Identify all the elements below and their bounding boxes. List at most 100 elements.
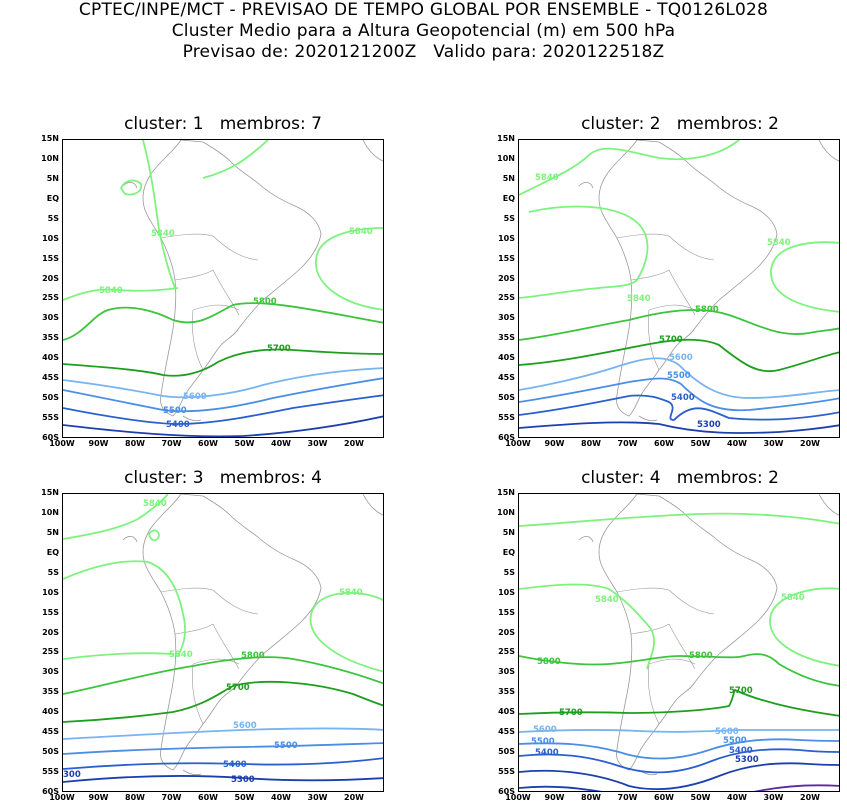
contour-5600 — [63, 727, 383, 740]
contour-5600 — [519, 357, 839, 399]
lat-tick-label: 20S — [498, 627, 515, 637]
contour-5600 — [63, 367, 383, 399]
lat-tick-label: 45S — [498, 727, 515, 737]
map-svg-3: 5840 5840 5840 5800 5700 5600 5500 5400 … — [63, 494, 383, 785]
map-panel-4: 5840 5840 5800 5800 5700 5700 5600 5600 … — [518, 493, 840, 792]
contour-label: 5600 — [533, 725, 557, 735]
lat-tick-label: 25S — [42, 293, 59, 303]
lat-tick-label: EQ — [46, 547, 59, 557]
lon-tick-label: 20W — [344, 793, 364, 802]
lat-tick-label: 55S — [42, 413, 59, 423]
contour-5800 — [519, 653, 839, 687]
contour-5400 — [63, 757, 383, 770]
contour-label: 5600 — [233, 721, 257, 731]
contour-label: 5800 — [241, 651, 265, 661]
coastline-1 — [122, 140, 383, 422]
lon-tick-label: 40W — [271, 439, 291, 448]
contour-label: 5700 — [659, 335, 683, 345]
contour-5840-north — [63, 494, 169, 540]
lon-tick-label: 100W — [49, 439, 75, 448]
contour-5700 — [63, 680, 383, 723]
lon-tick-label: 80W — [581, 793, 601, 802]
contour-5840-loop — [148, 529, 160, 542]
contour-5840-east — [315, 227, 383, 311]
contour-5700 — [63, 348, 383, 377]
lat-tick-label: 60S — [42, 433, 59, 442]
contour-label: 5400 — [223, 760, 247, 770]
contour-5840-east — [309, 591, 383, 673]
lon-tick-label: 80W — [125, 439, 145, 448]
contour-label: 5300 — [697, 420, 721, 430]
contour-label: 5500 — [667, 371, 691, 381]
contour-label: 5400 — [671, 393, 695, 403]
contour-label: 5400 — [729, 746, 753, 756]
contour-5840-loop — [119, 179, 143, 196]
country-border-path — [160, 233, 214, 239]
lon-tick-label: 30W — [307, 439, 328, 448]
contour-5840-north2 — [63, 560, 186, 657]
contour-5840-north — [202, 140, 269, 179]
lat-tick-label: 20S — [42, 627, 59, 637]
contour-label: 5500 — [274, 741, 298, 751]
lat-tick-label: 40S — [42, 353, 59, 363]
contour-5840-west — [519, 205, 649, 299]
contour-label: 5800 — [253, 297, 277, 307]
lat-tick-label: 10S — [498, 587, 515, 597]
lon-tick-label: 40W — [271, 793, 291, 802]
coastline-path — [122, 536, 138, 543]
lat-tick-label: 30S — [498, 667, 515, 677]
contour-label: 5840 — [535, 173, 559, 183]
lon-tick-label: 40W — [727, 439, 747, 448]
contour-5840-north — [519, 512, 839, 527]
lat-tick-label: 15N — [41, 134, 59, 143]
coastline-path — [638, 415, 658, 422]
lat-tick-label: 25S — [42, 647, 59, 657]
lat-tick-label: 35S — [42, 687, 59, 697]
contour-label: 5500 — [163, 406, 187, 416]
country-border-path — [212, 269, 240, 316]
contour-label: 5600 — [669, 353, 693, 363]
lon-tick-label: 20W — [800, 439, 820, 448]
country-border-path — [212, 235, 259, 261]
contour-5800 — [63, 656, 383, 695]
contour-5840-west — [63, 287, 179, 301]
lon-tick-label: 90W — [88, 793, 109, 802]
lat-tick-label: 5S — [47, 213, 59, 223]
lon-tick-label: 60W — [654, 793, 674, 802]
contour-label: 5500 — [531, 737, 555, 747]
coastline-path — [182, 415, 202, 422]
country-border-path — [668, 235, 715, 261]
contour-5840-north — [519, 140, 740, 196]
lon-tick-label: 70W — [161, 439, 182, 448]
coastline-path — [598, 494, 778, 771]
contour-5840-east — [769, 587, 839, 667]
lat-tick-label: 20S — [42, 273, 59, 283]
panel-title-1: cluster: 1 membros: 7 — [124, 114, 322, 134]
lat-tick-label: 55S — [498, 767, 515, 777]
contour-label: 5840 — [781, 593, 805, 603]
header-line-2: Cluster Medio para a Altura Geopotencial… — [171, 21, 676, 41]
country-border-path — [616, 587, 670, 593]
lat-tick-label: 35S — [42, 333, 59, 343]
contour-label: 5840 — [99, 286, 123, 296]
lat-tick-label: EQ — [46, 193, 59, 203]
contour-5100 — [753, 784, 839, 791]
lat-tick-label: 35S — [498, 333, 515, 343]
lat-tick-label: 60S — [498, 787, 515, 796]
lat-tick-label: 5S — [503, 213, 515, 223]
contour-5500 — [519, 377, 839, 412]
lat-tick-label: 40S — [498, 353, 515, 363]
lon-tick-label: 70W — [161, 793, 182, 802]
contour-label: 5400 — [166, 420, 190, 430]
country-border-path — [174, 623, 214, 635]
panel-title-3: cluster: 3 membros: 4 — [124, 468, 322, 488]
lon-tick-label: 90W — [544, 439, 565, 448]
map-panel-2: 5840 5840 5840 5800 5700 5600 5500 5400 … — [518, 139, 840, 438]
lat-tick-label: 10S — [498, 233, 515, 243]
lat-tick-label: 35S — [498, 687, 515, 697]
lat-tick-label: 25S — [498, 293, 515, 303]
contour-label: 5600 — [183, 392, 207, 402]
contour-5840-andes — [142, 140, 176, 289]
coastline-2 — [578, 140, 839, 422]
lat-tick-label: 5N — [502, 527, 515, 537]
